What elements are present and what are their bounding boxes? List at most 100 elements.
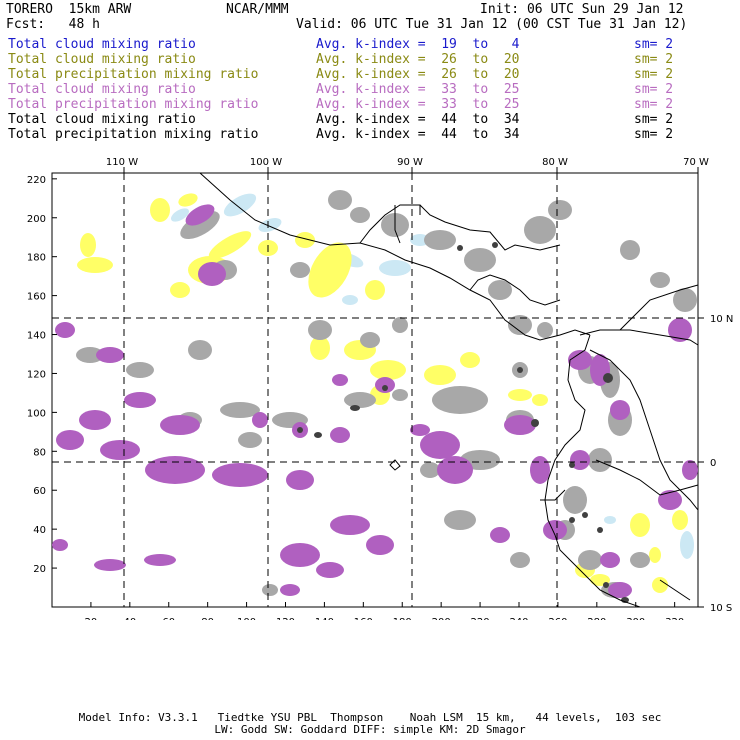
x-tick-label: 200	[432, 617, 451, 620]
gray-cell	[238, 432, 262, 448]
legend-field: Total precipitation mixing ratio	[8, 127, 259, 142]
purple-cell	[124, 392, 156, 408]
gray-cell	[588, 448, 612, 472]
gray-cell	[350, 207, 370, 223]
y-tick-label: 140	[27, 331, 46, 342]
gray-cell	[76, 347, 104, 363]
yellow-cell	[150, 198, 170, 222]
purple-cell	[316, 562, 344, 578]
gray-cell	[524, 216, 556, 244]
gray-cell	[673, 288, 697, 312]
x-tick-label: 300	[626, 617, 645, 620]
model-info-line1: Model Info: V3.3.1 Tiedtke YSU PBL Thomp…	[78, 711, 662, 724]
purple-cell	[608, 582, 632, 598]
purple-cell	[52, 539, 68, 551]
gray-cell	[537, 322, 553, 338]
legend-sm: sm= 2	[634, 97, 674, 112]
gray-cell	[488, 280, 512, 300]
gray-cell	[432, 386, 488, 414]
coastline	[589, 349, 699, 511]
y-tick-label: 80	[33, 447, 46, 458]
axis-ticks: 220 200 180 160 140 120 100 80 60 40 20 20 40 60 80 100…	[27, 157, 733, 620]
dark-cell	[569, 462, 575, 468]
yellow-cell	[310, 336, 330, 360]
purple-cell	[252, 412, 268, 428]
purple-cell	[144, 554, 176, 566]
purple-cell	[280, 543, 320, 567]
yellow-cell	[532, 394, 548, 406]
purple-cell	[658, 490, 682, 510]
purple-cell	[610, 400, 630, 420]
y-tick-label: 100	[27, 408, 46, 419]
purple-cell	[366, 535, 394, 555]
gray-cell	[392, 317, 408, 333]
lon-label: 110 W	[106, 157, 138, 168]
forecast-hour: Fcst: 48 h	[6, 17, 100, 32]
yellow-cell	[370, 360, 406, 380]
purple-cell	[330, 515, 370, 535]
dark-cell	[350, 405, 360, 411]
y-tick-label: 20	[33, 564, 46, 575]
model-info-line2: LW: Godd SW: Goddard DIFF: simple KM: 2D…	[214, 723, 526, 736]
x-tick-label: 320	[665, 617, 684, 620]
y-tick-label: 60	[33, 486, 46, 497]
purple-cell	[330, 427, 350, 443]
gray-cell	[392, 389, 408, 401]
light_blue-cell	[680, 531, 694, 559]
dark-cell	[582, 512, 588, 518]
yellow-cell	[649, 547, 661, 563]
yellow-cell	[77, 257, 113, 273]
purple-cell	[682, 460, 698, 480]
lon-label: 100 W	[250, 157, 282, 168]
x-tick-label: 220	[471, 617, 490, 620]
purple-cell	[437, 456, 473, 484]
gray-cell	[328, 190, 352, 210]
purple-cell	[286, 470, 314, 490]
yellow-cell	[460, 352, 480, 368]
gray-cell	[548, 200, 572, 220]
purple-cell	[79, 410, 111, 430]
dark-cell	[603, 582, 609, 588]
legend-field: Total precipitation mixing ratio	[8, 97, 259, 112]
dark-cell	[382, 385, 388, 391]
purple-cell	[96, 347, 124, 363]
coastline	[619, 284, 699, 331]
legend-field: Total cloud mixing ratio	[8, 82, 196, 97]
valid-time: Valid: 06 UTC Tue 31 Jan 12 (00 CST Tue …	[296, 17, 688, 32]
y-tick-label: 120	[27, 369, 46, 380]
coastline	[199, 172, 591, 341]
gray-cell	[620, 240, 640, 260]
x-tick-label: 280	[587, 617, 606, 620]
forecast-map: 220 200 180 160 140 120 100 80 60 40 20 20 40 60 80 100…	[27, 157, 733, 620]
legend-kindex: Avg. k-index = 33 to 25	[316, 97, 520, 112]
legend-kindex: Avg. k-index = 44 to 34	[316, 112, 520, 127]
light_blue-cell	[342, 295, 358, 305]
yellow-cell	[308, 242, 352, 298]
x-tick-label: 140	[315, 617, 334, 620]
legend-kindex: Avg. k-index = 19 to 4	[316, 37, 520, 52]
center-name: NCAR/MMM	[226, 2, 289, 17]
x-tick-label: 40	[123, 617, 136, 620]
x-tick-label: 20	[85, 617, 98, 620]
gray-cell	[290, 262, 310, 278]
dark-cell	[569, 517, 575, 523]
purple-cell	[600, 552, 620, 568]
dark-cell	[492, 242, 498, 248]
purple-cell	[332, 374, 348, 386]
gray-cell	[420, 462, 440, 478]
coastline	[579, 329, 699, 346]
purple-cell	[145, 456, 205, 484]
legend-sm: sm= 2	[634, 82, 674, 97]
gray-cell	[220, 402, 260, 418]
y-tick-label: 220	[27, 175, 46, 186]
dark-cell	[603, 373, 613, 383]
legend-sm: sm= 2	[634, 37, 674, 52]
purple-cell	[198, 262, 226, 286]
gray-cell	[360, 332, 380, 348]
legend-kindex: Avg. k-index = 33 to 25	[316, 82, 520, 97]
init-time: Init: 06 UTC Sun 29 Jan 12	[480, 2, 684, 17]
yellow-cell	[170, 282, 190, 298]
gray-cell	[180, 211, 220, 239]
gray-cell	[464, 248, 496, 272]
y-tick-label: 40	[33, 525, 46, 536]
